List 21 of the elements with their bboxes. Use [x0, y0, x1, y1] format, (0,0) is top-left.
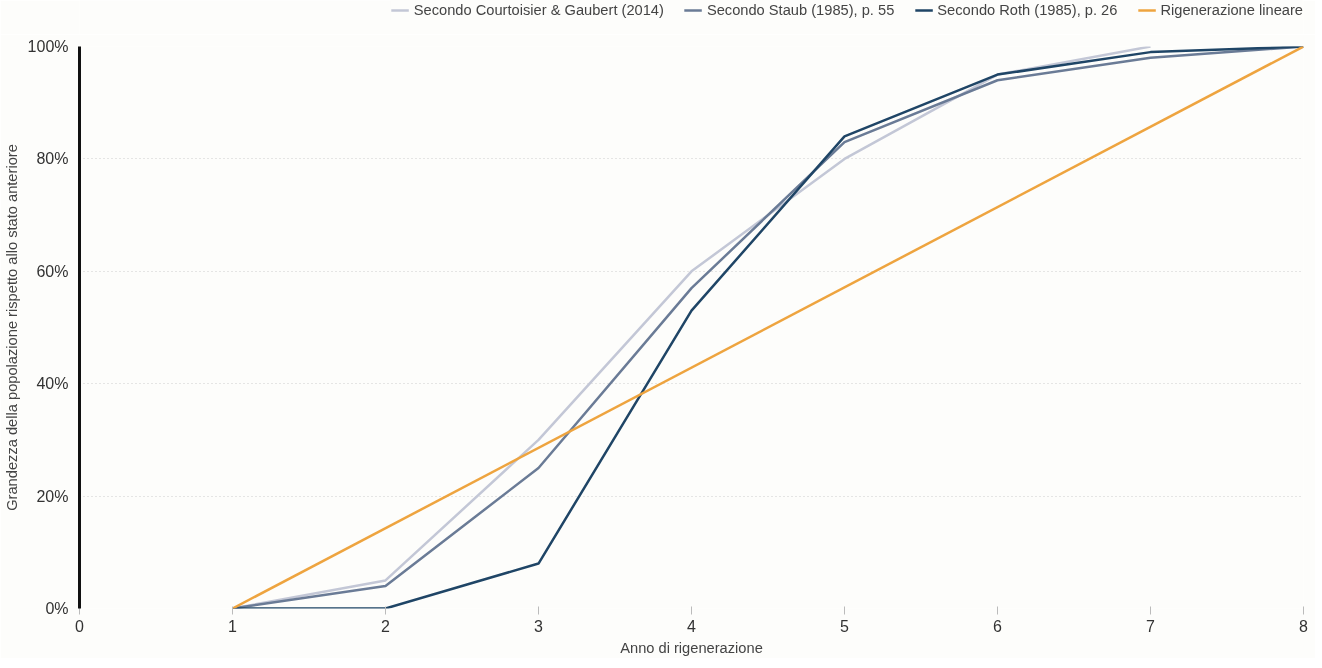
legend-label: Rigenerazione lineare — [1160, 2, 1303, 18]
legend-label: Secondo Roth (1985), p. 26 — [937, 2, 1118, 18]
x-tick-label: 8 — [1299, 617, 1309, 635]
x-tick-label: 7 — [1146, 617, 1156, 635]
x-tick-label: 2 — [381, 617, 391, 635]
x-axis-title: Anno di rigenerazione — [620, 639, 763, 656]
y-axis-title: Grandezza della popolazione rispetto allo stato anteriore — [3, 144, 20, 511]
y-tick-label: 60% — [36, 262, 69, 280]
y-tick-label: 20% — [36, 487, 69, 505]
x-tick-label: 5 — [840, 617, 850, 635]
y-tick-label: 0% — [45, 600, 69, 617]
x-tick-label: 1 — [228, 617, 238, 635]
x-tick-label: 0 — [75, 617, 85, 635]
y-tick-label: 80% — [36, 150, 69, 168]
x-tick-label: 6 — [993, 617, 1003, 635]
y-tick-label: 40% — [36, 375, 69, 393]
y-tick-label: 100% — [27, 38, 69, 55]
legend-label: Secondo Courtoisier & Gaubert (2014) — [413, 2, 664, 18]
x-tick-label: 4 — [687, 617, 697, 635]
legend-label: Secondo Staub (1985), p. 55 — [706, 2, 895, 18]
x-tick-label: 3 — [534, 617, 544, 635]
